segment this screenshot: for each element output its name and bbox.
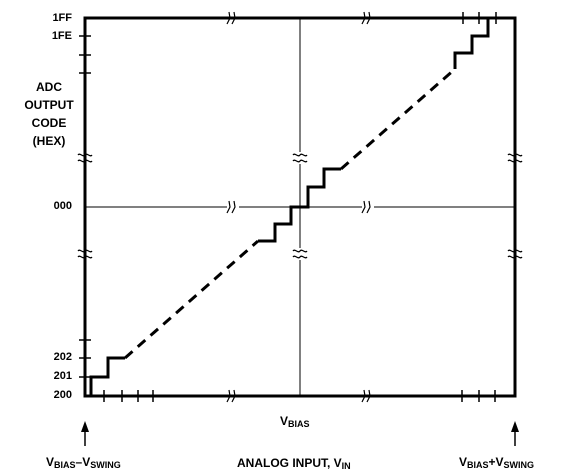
range-arrow-head <box>81 421 89 432</box>
x-right-s2: SWING <box>503 460 535 470</box>
axis-break-gap <box>295 248 305 260</box>
x-center-label-main: V <box>280 414 289 428</box>
y-tick-label-1fe: 1FE <box>51 30 72 42</box>
y-axis-title-line: CODE <box>31 116 67 130</box>
x-right-s1: BIAS <box>467 460 489 470</box>
range-arrows <box>81 421 519 446</box>
axis-break-wave <box>292 249 308 253</box>
x-left-s2: SWING <box>90 460 121 470</box>
y-tick-label-202: 202 <box>53 351 72 363</box>
y-tick-label-000: 000 <box>53 200 72 212</box>
curve-ramp-high <box>340 67 456 171</box>
y-axis-title-line: (HEX) <box>32 134 66 148</box>
y-axis-title-line: OUTPUT <box>24 98 74 112</box>
axis-break-wave <box>231 200 236 214</box>
y-tick-label-200: 200 <box>53 389 72 401</box>
x-left-minus: –V <box>75 455 91 469</box>
axis-break-wave <box>361 200 366 214</box>
x-right-range-label: VBIAS+VSWING <box>459 455 534 470</box>
transfer-curve <box>89 18 490 396</box>
axis-break-wave <box>292 159 308 163</box>
axis-break-wave <box>292 255 308 259</box>
x-center-label: VBIAS <box>280 414 310 429</box>
curve-ramp-low <box>124 239 259 360</box>
axis-break-wave <box>292 153 308 157</box>
axis-break-gap <box>227 202 239 212</box>
plot-frame <box>83 16 517 398</box>
x-left-s1: BIAS <box>54 460 76 470</box>
y-tick-label-1ff: 1FF <box>52 12 72 24</box>
x-center-label-sub: BIAS <box>288 419 310 429</box>
axis-break-wave <box>226 200 231 214</box>
x-left-v: V <box>46 455 55 469</box>
x-axis-title-sub: IN <box>341 461 351 471</box>
x-axis-title-main: ANALOG INPUT, V <box>237 456 342 470</box>
axis-break-gap <box>362 202 374 212</box>
y-axis-title-line: ADC <box>36 80 62 94</box>
x-right-plus: +V <box>488 455 504 469</box>
range-arrow-head <box>511 421 519 432</box>
y-tick-label-201: 201 <box>53 370 72 382</box>
curve-step-center <box>258 167 341 243</box>
curve-step-low <box>89 356 125 396</box>
x-axis-title: ANALOG INPUT, VIN <box>237 456 351 471</box>
x-right-v: V <box>459 455 468 469</box>
curve-step-high <box>453 18 490 69</box>
x-left-range-label: VBIAS–VSWING <box>46 455 121 470</box>
axis-break-gap <box>295 152 305 164</box>
y-axis-title: ADC OUTPUT CODE (HEX) <box>14 78 84 150</box>
axis-break-wave <box>366 200 371 214</box>
